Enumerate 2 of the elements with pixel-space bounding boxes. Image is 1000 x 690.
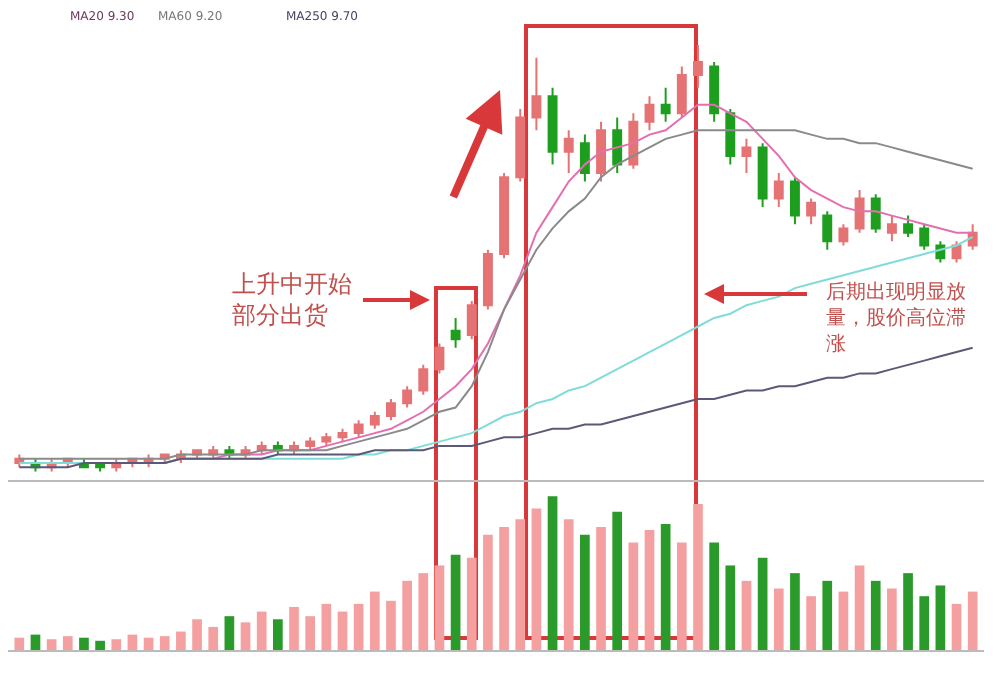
annotation: 上升中开始部分出货: [232, 270, 352, 330]
annotation: 后期出现明显放量，股价高位滞涨: [826, 280, 966, 356]
